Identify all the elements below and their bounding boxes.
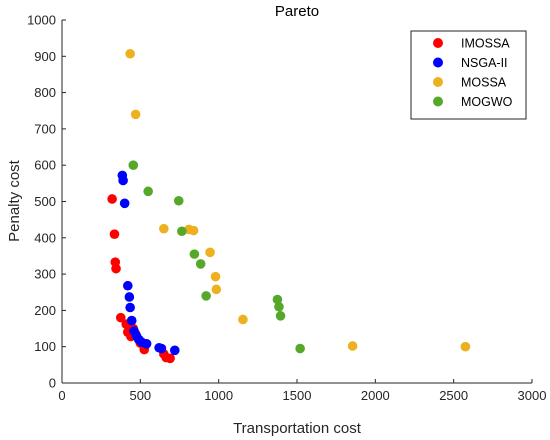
data-point <box>123 280 133 291</box>
data-point <box>205 247 215 258</box>
data-point <box>141 338 152 349</box>
data-point <box>211 284 222 295</box>
data-point <box>272 294 283 305</box>
y-tick-label: 900 <box>34 49 56 64</box>
legend-label: MOGWO <box>461 95 513 109</box>
legend-label: MOSSA <box>461 76 507 90</box>
x-tick-label: 1500 <box>283 388 312 403</box>
data-point <box>126 315 137 326</box>
legend-marker <box>433 96 443 107</box>
data-points <box>107 48 471 364</box>
data-point <box>107 194 117 204</box>
y-axis-ticks: 0 100 200 300 400 500 600 700 800 900 1000 <box>27 13 66 391</box>
x-tick-label: 2500 <box>439 388 468 403</box>
data-point <box>115 312 126 323</box>
data-point <box>188 225 199 236</box>
y-tick-label: 800 <box>34 85 56 100</box>
data-point <box>201 291 211 301</box>
data-point <box>177 226 187 237</box>
y-tick-label: 0 <box>49 376 56 391</box>
data-point <box>111 263 121 274</box>
y-tick-label: 600 <box>34 158 56 173</box>
y-tick-label: 400 <box>34 230 56 245</box>
data-point <box>189 249 200 259</box>
data-point <box>125 48 135 59</box>
y-tick-label: 300 <box>34 267 56 282</box>
series-mossa <box>125 48 471 352</box>
data-point <box>295 343 305 354</box>
legend-marker <box>433 38 443 48</box>
data-point <box>275 311 286 321</box>
data-point <box>125 302 135 313</box>
x-tick-label: 2000 <box>361 388 390 403</box>
x-tick-label: 500 <box>129 388 151 403</box>
y-tick-label: 100 <box>34 339 56 354</box>
data-point <box>460 341 471 352</box>
y-tick-label: 500 <box>34 194 56 209</box>
legend-marker <box>433 77 443 87</box>
data-point <box>119 198 130 209</box>
y-tick-label: 700 <box>34 121 56 136</box>
data-point <box>143 186 153 197</box>
legend: IMOSSA NSGA-II MOSSA MOGWO <box>410 30 527 120</box>
data-point <box>238 314 248 325</box>
y-tick-label: 1000 <box>27 13 56 28</box>
legend-box <box>410 30 527 120</box>
data-point <box>159 223 169 234</box>
chart-title: Pareto <box>275 3 319 20</box>
data-point <box>347 341 358 351</box>
y-tick-label: 200 <box>34 303 56 318</box>
data-point <box>210 271 221 282</box>
data-point <box>274 301 284 312</box>
data-point <box>170 345 180 356</box>
x-tick-label: 1000 <box>204 388 233 403</box>
data-point <box>118 175 128 186</box>
data-point <box>156 343 167 354</box>
data-point <box>195 259 206 269</box>
data-point <box>165 353 175 364</box>
series-mogwo <box>128 160 305 354</box>
data-point <box>128 160 139 170</box>
legend-label: NSGA-II <box>461 56 508 70</box>
series-nsga-ii <box>117 170 180 356</box>
data-point <box>130 109 141 120</box>
data-point <box>109 229 120 239</box>
x-tick-label: 3000 <box>518 388 547 403</box>
legend-marker <box>433 57 443 68</box>
x-axis-title: Transportation cost <box>233 420 362 437</box>
legend-label: IMOSSA <box>461 37 510 51</box>
x-tick-label: 0 <box>58 388 65 403</box>
x-axis-ticks: 0 500 1000 1500 2000 2500 3000 <box>58 379 546 403</box>
data-point <box>124 292 135 302</box>
data-point <box>173 195 184 206</box>
y-axis-title: Penalty cost <box>6 159 23 242</box>
